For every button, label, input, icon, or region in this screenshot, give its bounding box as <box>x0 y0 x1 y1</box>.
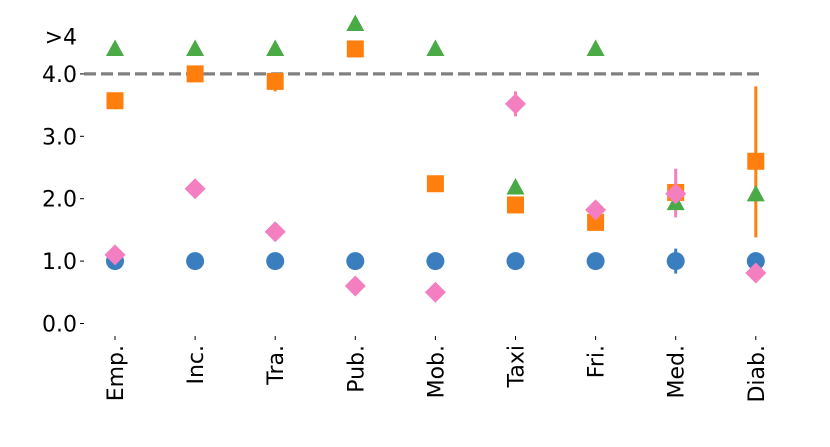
y-tick-label: 4.0 <box>42 63 77 88</box>
triangle-marker <box>746 184 765 202</box>
circle-marker <box>586 252 605 271</box>
triangle-marker <box>266 39 285 56</box>
triangle-marker <box>506 177 525 195</box>
square-marker <box>507 196 524 214</box>
x-tick-label: Inc. <box>184 345 209 385</box>
square-marker <box>587 213 605 231</box>
square-marker <box>186 65 204 83</box>
x-tick-label: Taxi <box>505 345 530 388</box>
circle-marker <box>266 252 285 271</box>
diamond-marker <box>344 275 366 297</box>
diamond-marker <box>424 281 446 303</box>
diamond-marker <box>665 183 687 205</box>
circle-marker <box>746 252 765 271</box>
x-tick-label: Tra. <box>264 345 289 386</box>
x-tick-label: Med. <box>665 345 690 398</box>
axis-layer: 0.0 1.0 2.0 3.0 4.0 >4 Emp. Inc. Tra. Pub. Mob. Tax… <box>42 25 770 402</box>
marker-layer <box>104 14 767 303</box>
diamond-marker <box>184 178 206 200</box>
x-tick-label: Pub. <box>344 345 369 393</box>
x-tick-label: Diab. <box>745 345 770 403</box>
y-tick-label: >4 <box>45 25 77 50</box>
triangle-marker <box>106 39 124 56</box>
x-tick-label: Emp. <box>104 345 129 401</box>
square-marker <box>426 175 444 193</box>
y-tick-label: 0.0 <box>42 313 77 338</box>
diamond-marker <box>505 93 526 115</box>
x-tick-label: Mob. <box>424 345 449 398</box>
circle-marker <box>666 252 685 271</box>
square-marker <box>747 152 765 170</box>
circle-marker <box>426 252 445 271</box>
x-tick-label: Fri. <box>585 345 610 378</box>
diamond-marker <box>264 221 286 243</box>
circle-marker <box>186 252 205 271</box>
circle-marker <box>346 252 365 271</box>
y-tick-label: 2.0 <box>42 188 77 213</box>
diamond-marker <box>745 262 767 284</box>
triangle-marker <box>186 39 205 56</box>
triangle-marker <box>586 39 605 56</box>
triangle-marker <box>346 14 365 31</box>
y-tick-label: 3.0 <box>42 125 77 150</box>
triangle-marker <box>426 39 445 56</box>
y-tick-label: 1.0 <box>42 250 77 275</box>
circle-marker <box>506 252 525 271</box>
square-marker <box>106 92 124 110</box>
diamond-marker <box>585 199 607 221</box>
diamond-marker <box>104 244 126 266</box>
square-marker <box>346 40 364 58</box>
square-marker <box>266 72 284 90</box>
